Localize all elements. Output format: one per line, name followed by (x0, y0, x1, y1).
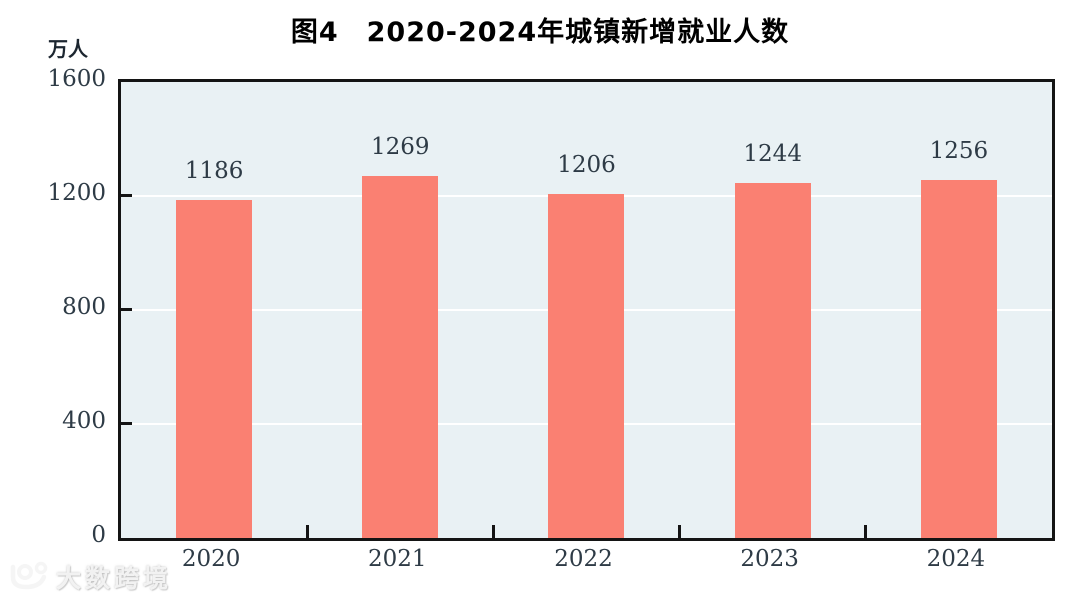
x-tick-mark-3 (678, 525, 682, 538)
bar-slot-2022: 1206 (493, 82, 679, 538)
x-tick-mark-2 (491, 525, 495, 538)
bar-value-label-2023: 1244 (743, 141, 802, 168)
x-category-label-2020: 2020 (181, 546, 241, 572)
x-tick-mark-1 (305, 525, 309, 538)
y-tick-label-1200: 1200 (47, 180, 106, 206)
y-tick-label-1600: 1600 (47, 66, 106, 92)
x-tick-mark-4 (864, 525, 868, 538)
bar-slot-2024: 1256 (866, 82, 1052, 538)
y-tick-mark-800 (121, 308, 132, 311)
y-tick-mark-400 (121, 422, 132, 425)
bar-2021 (362, 176, 439, 538)
watermark-100-logo-icon (6, 561, 50, 593)
bar-2022 (548, 194, 625, 538)
plot-area: 1186 1269 1206 1244 1256 (118, 79, 1055, 541)
x-category-label-2024: 2024 (926, 546, 986, 572)
watermark-text: 大数跨境 (56, 564, 173, 593)
bar-slot-2023: 1244 (680, 82, 866, 538)
y-axis-unit-label: 万人 (48, 37, 88, 61)
watermark: 大数跨境 (6, 559, 172, 595)
bar-value-label-2022: 1206 (557, 152, 616, 179)
y-tick-label-0: 0 (91, 522, 106, 548)
bar-value-label-2024: 1256 (929, 138, 989, 165)
x-category-label-2021: 2021 (368, 546, 427, 572)
y-tick-label-400: 400 (62, 408, 106, 434)
y-tick-mark-1200 (121, 194, 132, 197)
chart-title: 图4 2020-2024年城镇新增就业人数 (290, 17, 790, 48)
bar-2020 (176, 200, 253, 538)
x-category-label-2022: 2022 (554, 546, 613, 572)
bar-slot-2021: 1269 (307, 82, 493, 538)
bar-2023 (734, 183, 811, 538)
bar-value-label-2020: 1186 (184, 158, 244, 184)
bar-2024 (920, 180, 997, 538)
x-category-label-2023: 2023 (740, 546, 799, 572)
bar-value-label-2021: 1269 (371, 134, 430, 161)
y-tick-label-800: 800 (62, 294, 106, 320)
bar-slot-2020: 1186 (121, 82, 307, 538)
